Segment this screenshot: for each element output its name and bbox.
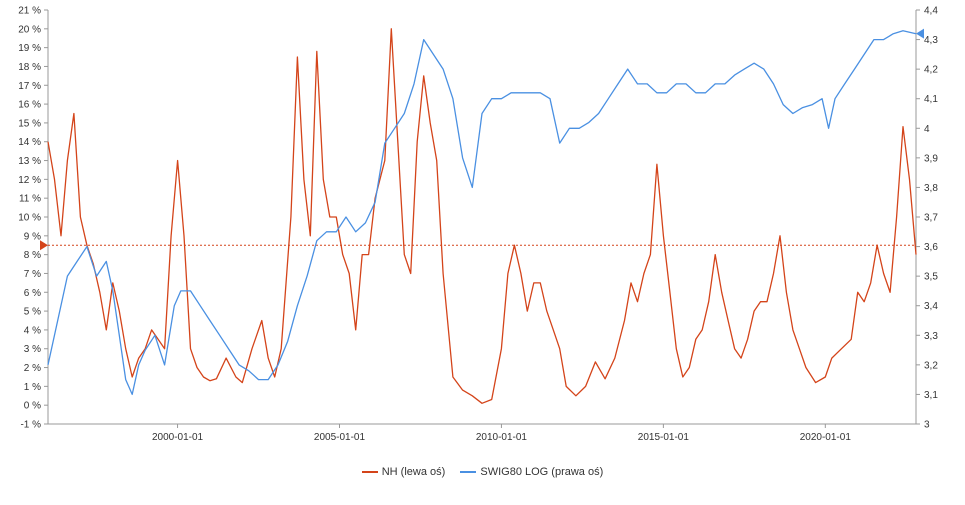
x-axis-tick-label: 2010-01-01 [476,432,528,443]
left-axis-tick-label: 1 % [24,382,41,393]
nh-value-marker [40,240,48,251]
left-axis-tick-label: 9 % [24,231,41,242]
left-axis-tick-label: -1 % [20,420,41,431]
left-axis-tick-label: 14 % [18,137,41,148]
legend-swatch-swig80 [460,471,477,473]
left-axis-tick-label: 0 % [24,401,41,412]
right-axis-tick-label: 3,3 [924,331,938,342]
left-axis-tick-label: 11 % [19,194,41,205]
right-axis-tick-label: 3,7 [924,213,938,224]
legend-item-nh[interactable]: NH (lewa oś) [361,466,446,478]
left-axis-tick-label: 3 % [24,344,41,355]
left-axis-tick-label: 15 % [18,118,41,129]
right-axis-tick-label: 4 [924,124,930,135]
series-line-swig80 [47,30,917,396]
right-axis-tick-label: 3,9 [924,153,938,164]
right-axis-tick-label: 3,4 [924,301,938,312]
x-axis-tick-label: 2000-01-01 [152,432,204,443]
right-axis-tick-label: 3,6 [924,242,938,253]
left-axis-tick-label: 21 % [18,6,41,17]
right-axis-tick-label: 4,4 [924,6,938,17]
series-line-nh [47,28,917,404]
right-axis-tick-label: 3,2 [924,360,938,371]
right-axis-tick-label: 3,8 [924,183,938,194]
left-axis-tick-label: 19 % [18,43,41,54]
legend-label-swig80: SWIG80 LOG (prawa oś) [480,466,604,478]
legend-label-nh: NH (lewa oś) [381,466,446,478]
left-axis-tick-label: 18 % [18,62,41,73]
left-axis-tick-label: 12 % [18,175,41,186]
left-axis-tick-label: 17 % [18,81,41,92]
right-axis-tick-label: 4,3 [924,35,938,46]
left-axis-tick-label: 7 % [24,269,41,280]
x-axis-tick-label: 2020-01-01 [800,432,852,443]
right-axis-tick-label: 3,5 [924,272,938,283]
left-axis-tick-label: 2 % [24,363,41,374]
left-axis-tick-label: 10 % [18,213,41,224]
legend: NH (lewa oś) SWIG80 LOG (prawa oś) [0,464,965,478]
right-axis-tick-label: 3,1 [924,390,938,401]
legend-swatch-nh [361,471,378,473]
left-axis-tick-label: 5 % [24,307,41,318]
x-axis-tick-label: 2015-01-01 [638,432,690,443]
left-axis-tick-label: 8 % [24,250,41,261]
left-axis-tick-label: 20 % [18,24,41,35]
swig80-value-marker [916,28,924,39]
x-axis-tick-label: 2005-01-01 [314,432,366,443]
left-axis-tick-label: 13 % [18,156,41,167]
right-axis-tick-label: 4,2 [924,65,938,76]
right-axis-tick-label: 3 [924,420,930,431]
left-axis-tick-label: 4 % [24,325,41,336]
left-axis-tick-label: 6 % [24,288,41,299]
left-axis-tick-label: 16 % [18,100,41,111]
right-axis-tick-label: 4,1 [924,94,938,105]
legend-item-swig80[interactable]: SWIG80 LOG (prawa oś) [460,466,603,478]
